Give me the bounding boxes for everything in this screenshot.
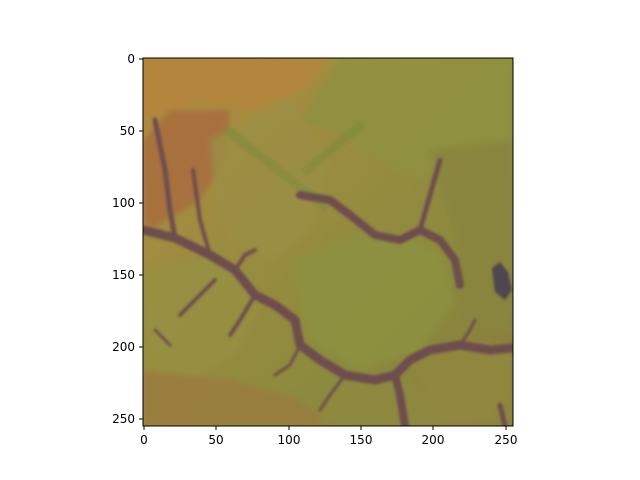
x-tick-label: 250 — [495, 433, 518, 447]
y-tick-label: 150 — [112, 268, 135, 282]
satellite-image — [143, 58, 513, 426]
y-tick-label: 0 — [127, 52, 135, 66]
y-axis: 0 50 100 150 200 250 — [112, 52, 143, 426]
x-tick-label: 200 — [422, 433, 445, 447]
y-tick-label: 200 — [112, 340, 135, 354]
y-tick-label: 100 — [112, 196, 135, 210]
y-tick-label: 250 — [112, 412, 135, 426]
x-tick-label: 0 — [140, 433, 148, 447]
x-axis: 0 50 100 150 200 250 — [140, 426, 517, 447]
x-tick-label: 50 — [208, 433, 223, 447]
y-tick-label: 50 — [120, 124, 135, 138]
axes-frame — [142, 57, 514, 427]
x-tick-label: 150 — [350, 433, 373, 447]
x-tick-label: 100 — [278, 433, 301, 447]
